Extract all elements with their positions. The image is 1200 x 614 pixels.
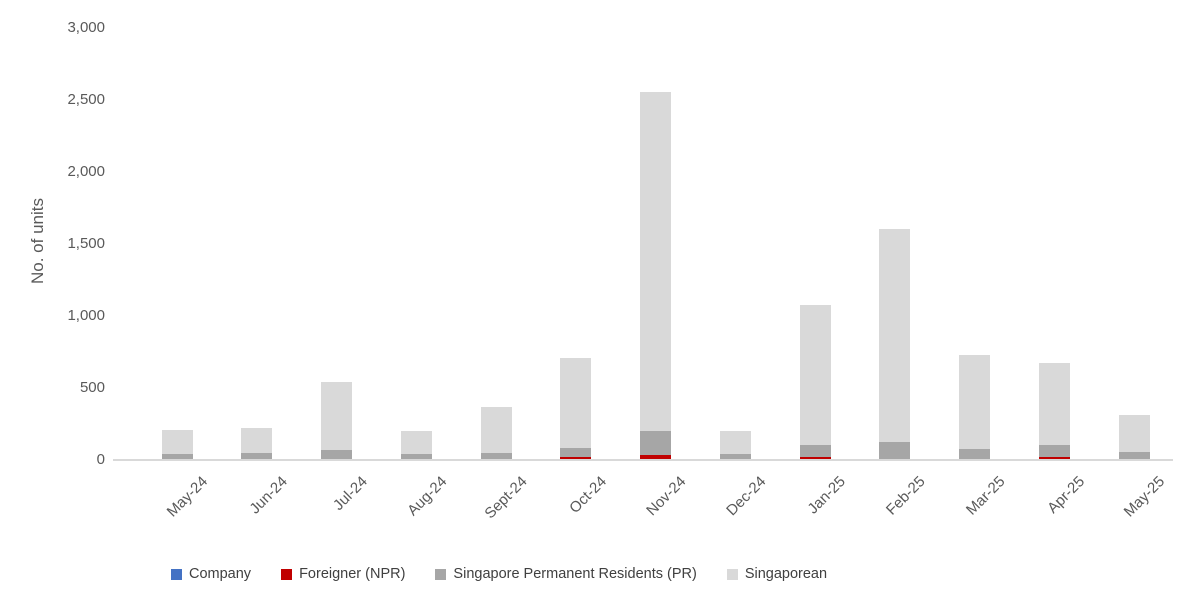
bar-jul-24 (321, 381, 353, 459)
bar-apr-25 (1038, 363, 1070, 459)
legend-swatch-icon (435, 568, 447, 580)
legend-swatch-icon (726, 568, 738, 580)
bar-feb-25 (879, 228, 911, 459)
bar-segment-singaporean (1038, 363, 1070, 446)
legend-label: Foreigner (NPR) (299, 566, 406, 582)
y-tick-label: 500 (79, 379, 105, 396)
bar-nov-24 (640, 91, 672, 459)
bar-segment-singaporean (1118, 415, 1150, 453)
bar-segment-singapore-permanent-residents-pr (560, 448, 592, 457)
y-tick-label: 1,500 (67, 235, 105, 252)
bar-may-25 (1118, 415, 1150, 459)
bar-segment-singaporean (321, 381, 353, 451)
bar-segment-singapore-permanent-residents-pr (161, 453, 193, 459)
x-axis-label: Jul-24 (329, 473, 371, 514)
bar-segment-singapore-permanent-residents-pr (959, 448, 991, 459)
x-axis-label: Jun-24 (246, 473, 291, 518)
x-axis-label: Aug-24 (404, 473, 451, 520)
bar-segment-singapore-permanent-residents-pr (241, 452, 273, 459)
bar-segment-singaporean (241, 428, 273, 453)
x-axis-label: May-25 (1120, 473, 1169, 521)
x-axis-label: Jan-25 (804, 473, 850, 518)
bar-jan-25 (799, 305, 831, 459)
bar-segment-foreigner-npr (560, 456, 592, 459)
bar-segment-singapore-permanent-residents-pr (879, 442, 911, 459)
x-axis-label: May-24 (163, 473, 212, 521)
x-axis-label: Oct-24 (566, 473, 610, 517)
bar-segment-singaporean (879, 228, 911, 443)
bar-segment-singaporean (560, 358, 592, 449)
legend-swatch-icon (171, 568, 182, 580)
bar-jun-24 (241, 428, 273, 459)
x-axis-label: Mar-25 (963, 473, 1009, 519)
y-tick-label: 1,000 (67, 307, 105, 324)
bar-segment-singapore-permanent-residents-pr (640, 430, 672, 456)
bar-segment-foreigner-npr (1038, 456, 1070, 459)
legend-item: Company (171, 566, 251, 582)
bar-segment-singapore-permanent-residents-pr (719, 454, 751, 459)
legend-label: Company (189, 566, 252, 582)
bar-segment-singapore-permanent-residents-pr (1038, 445, 1070, 457)
bar-sept-24 (480, 407, 512, 459)
legend: Company Foreigner (NPR) Singapore Permanen… (171, 566, 827, 582)
bar-aug-24 (400, 431, 432, 459)
x-axis-label: Dec-24 (723, 473, 770, 520)
bar-segment-singapore-permanent-residents-pr (321, 450, 353, 459)
bar-segment-singaporean (719, 430, 751, 455)
bar-segment-singaporean (959, 354, 991, 449)
y-tick-label: 3,000 (67, 19, 105, 36)
legend-swatch-icon (281, 568, 293, 580)
bar-may-24 (161, 430, 193, 459)
bar-segment-singaporean (400, 431, 432, 455)
bar-mar-25 (959, 354, 991, 459)
bar-segment-foreigner-npr (640, 455, 672, 459)
bar-dec-24 (719, 430, 751, 459)
bar-segment-singaporean (161, 430, 193, 454)
legend-label: Singapore Permanent Residents (PR) (453, 566, 697, 582)
bar-segment-singaporean (640, 91, 672, 431)
x-axis-label: Nov-24 (643, 473, 690, 520)
legend-label: Singaporean (744, 566, 828, 582)
x-axis-label: Feb-25 (883, 473, 929, 519)
legend-item: Singaporean (726, 566, 828, 582)
bar-segment-singapore-permanent-residents-pr (799, 444, 831, 457)
bar-segment-singapore-permanent-residents-pr (400, 454, 432, 459)
bar-segment-singaporean (799, 305, 831, 445)
y-tick-label: 2,500 (67, 91, 105, 108)
x-axis-line (113, 459, 1173, 461)
bar-segment-singapore-permanent-residents-pr (1118, 452, 1150, 459)
legend-item: Foreigner (NPR) (281, 566, 405, 582)
bar-oct-24 (560, 358, 592, 459)
bar-segment-foreigner-npr (799, 456, 831, 459)
x-axis-label: Sept-24 (480, 473, 531, 523)
bar-segment-singapore-permanent-residents-pr (480, 453, 512, 459)
legend-item: Singapore Permanent Residents (PR) (435, 566, 697, 582)
y-tick-label: 2,000 (67, 163, 105, 180)
bar-segment-singaporean (480, 407, 512, 454)
y-tick-label: 0 (96, 451, 105, 468)
x-axis-label: Apr-25 (1044, 473, 1089, 517)
